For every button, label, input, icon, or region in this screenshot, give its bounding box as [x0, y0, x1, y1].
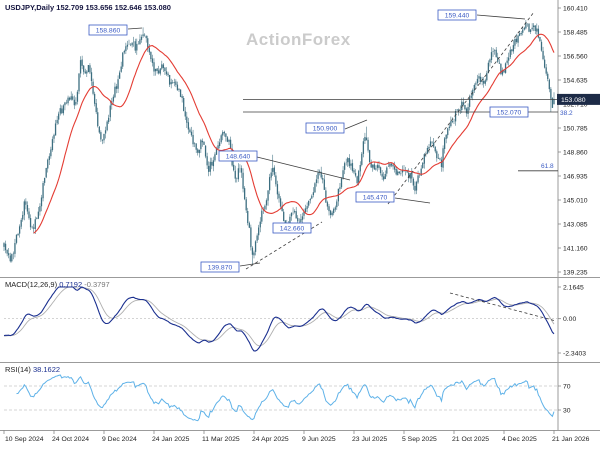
- rsi-line: [16, 374, 555, 422]
- dashed-trend-line[interactable]: [387, 11, 535, 205]
- rsi-name: RSI(14): [5, 365, 31, 374]
- macd-indicator-label: MACD(12,26,9) 0.7192 -0.3797: [5, 280, 110, 289]
- price-level-label-box[interactable]: [305, 122, 345, 134]
- macd-axis-label: -2.3403: [563, 351, 586, 358]
- trend-line[interactable]: [239, 262, 261, 267]
- macd-value-signal: -0.3797: [84, 280, 110, 289]
- macd-axis-label: 2.1645: [563, 285, 584, 292]
- trend-line[interactable]: [394, 197, 431, 204]
- rsi-axis-label: 70: [563, 384, 571, 391]
- symbol-title: USDJPY,Daily 152.709 153.656 152.646 153…: [5, 3, 171, 12]
- trend-line[interactable]: [127, 27, 143, 30]
- price-level-label: 145.470: [363, 194, 388, 201]
- price-axis-label: 152.710: [563, 102, 588, 109]
- price-level-label: 152.070: [497, 109, 522, 116]
- price-axis-label: 158.485: [563, 30, 588, 37]
- current-price-tag-value: 153.080: [561, 97, 586, 104]
- price-level-label-box[interactable]: [437, 9, 477, 21]
- date-axis-label: 24 Apr 2025: [252, 436, 289, 443]
- date-axis-label: 4 Dec 2025: [502, 436, 537, 443]
- price-axis-label: 156.560: [563, 54, 588, 61]
- macd-name: MACD(12,26,9): [5, 280, 58, 289]
- price-axis-label: 154.635: [563, 78, 588, 85]
- price-level-label-box[interactable]: [88, 24, 128, 36]
- trend-line[interactable]: [344, 119, 368, 130]
- moving-average-line: [33, 33, 555, 234]
- fib-level-label: 61.8: [541, 163, 554, 170]
- price-level-label: 158.860: [96, 27, 121, 34]
- candle-bodies: [3, 22, 555, 262]
- date-axis-label: 11 Mar 2025: [202, 436, 240, 443]
- date-axis-label: 23 Jul 2025: [352, 436, 387, 443]
- price-axis-label: 143.085: [563, 222, 588, 229]
- price-axis-label: 148.860: [563, 150, 588, 157]
- price-level-label-box[interactable]: [200, 261, 240, 273]
- price-level-label: 148.640: [226, 153, 251, 160]
- rsi-indicator-label: RSI(14) 38.1622: [5, 365, 60, 374]
- price-level-label: 159.440: [445, 12, 470, 19]
- price-level-label-box[interactable]: [272, 222, 312, 234]
- date-axis-label: 24 Oct 2024: [52, 436, 89, 443]
- date-axis-label: 24 Jan 2025: [152, 436, 190, 443]
- price-level-label: 150.900: [313, 125, 338, 132]
- date-axis-label: 21 Oct 2025: [452, 436, 489, 443]
- macd-trend-line[interactable]: [449, 292, 557, 322]
- date-axis-label: 9 Jun 2025: [302, 436, 336, 443]
- price-axis-label: 150.785: [563, 126, 588, 133]
- current-price-tag: [557, 93, 600, 105]
- actionforex-watermark: ActionForex: [246, 30, 351, 49]
- price-axis-label: 141.160: [563, 246, 588, 253]
- fib-level-label: 38.2: [560, 110, 573, 117]
- price-axis-label: 145.010: [563, 198, 588, 205]
- price-level-label-box[interactable]: [218, 150, 258, 162]
- rsi-value: 38.1622: [32, 365, 61, 374]
- date-axis-label: 10 Sep 2024: [5, 436, 44, 443]
- trend-line[interactable]: [256, 156, 351, 181]
- macd-main-line: [3, 286, 555, 352]
- rsi-axis-label: 30: [563, 408, 571, 415]
- price-level-label: 142.660: [280, 225, 305, 232]
- macd-value-main: 0.7192: [59, 280, 83, 289]
- price-axis-label: 160.410: [563, 6, 588, 13]
- price-level-label-box[interactable]: [489, 106, 529, 118]
- date-axis-label: 21 Jan 2026: [552, 436, 590, 443]
- trend-line[interactable]: [476, 14, 526, 20]
- date-axis-label: 5 Sep 2025: [402, 436, 437, 443]
- price-axis-label: 146.935: [563, 174, 588, 181]
- price-level-label: 139.870: [208, 264, 233, 271]
- macd-signal-line: [3, 286, 555, 347]
- price-level-label-box[interactable]: [355, 191, 395, 203]
- macd-axis-label: 0.00: [563, 316, 576, 323]
- price-axis-label: 139.235: [563, 270, 588, 277]
- date-axis-label: 9 Dec 2024: [102, 436, 137, 443]
